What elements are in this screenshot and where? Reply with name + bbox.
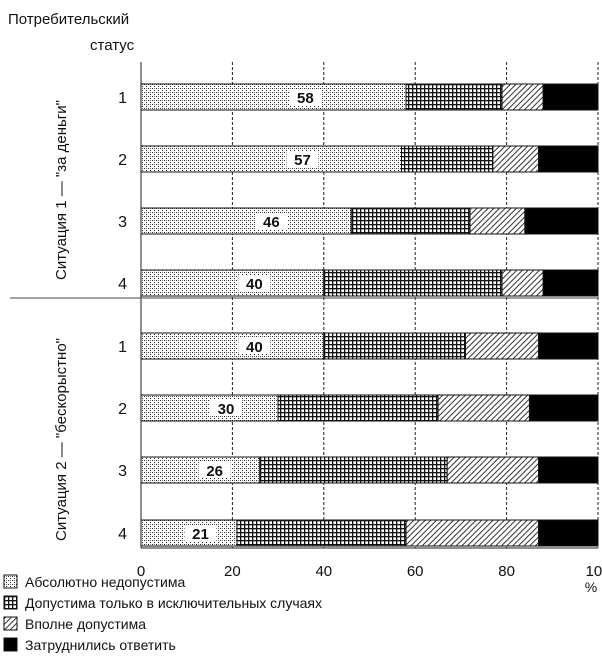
bar-segment-g2-r4-s3 [405,519,540,547]
legend-swatch-1 [3,574,18,589]
bar-segment-g2-r2-s3 [437,394,530,422]
x-axis: 0 20 40 60 80 100% [137,563,602,595]
bar-segment-g2-r2-s4 [528,394,599,422]
x-unit-label: % [585,579,597,595]
bar-segment-g2-r1-s2 [323,332,466,360]
data-label: 40 [246,339,263,356]
bar-segment-g2-r2-s1 [140,394,279,422]
row-category-label: 4 [118,276,127,293]
bar-segment-g1-r2-s4 [538,145,599,173]
data-label: 46 [263,214,280,231]
data-label: 58 [297,90,314,107]
bar-segment-g1-r3-s4 [524,207,599,235]
bar-segment-g1-r4-s2 [323,269,503,297]
data-label: 40 [246,276,263,293]
x-tick-label-80: 80 [498,563,515,580]
data-label-bg [255,213,288,229]
row-category-label: 4 [118,526,127,543]
bar-segment-g1-r3-s3 [469,207,526,235]
group-labels: Ситуация 1 — "за деньги" Ситуация 2 — "бе… [53,100,70,541]
bar-segment-g2-r4-s2 [236,519,407,547]
grid-lines [140,62,599,549]
bar-segment-g1-r2-s2 [400,145,494,173]
bar-segment-g1-r1-s3 [501,83,544,111]
y-axis-title-line1: Потребительский [8,11,129,28]
data-label-bg [184,525,217,541]
data-label: 30 [218,401,235,418]
bar-segment-g2-r1-s4 [538,332,599,360]
x-tick-label-20: 20 [224,563,241,580]
bar-segment-g1-r1-s1 [140,83,407,111]
row-category-label: 1 [118,90,127,107]
bar-segment-g1-r1-s2 [405,83,503,111]
legend-label-2: Допустима только в исключительных случая… [25,595,322,611]
legend-label-4: Затруднились ответить [25,637,176,653]
group-label-1: Ситуация 1 — "за деньги" [53,100,70,280]
data-label-bg [289,89,322,105]
data-label-bg [286,151,319,167]
bar-segment-g2-r2-s2 [277,394,439,422]
x-tick-label-40: 40 [315,563,332,580]
bar-segment-g2-r4-s4 [538,519,599,547]
data-label-bg [238,338,271,354]
data-label: 57 [294,152,311,169]
data-label-bg [210,400,243,416]
legend-label-3: Вполне допустима [25,616,146,632]
legend-swatch-2 [3,595,18,610]
data-label-bg [198,462,231,478]
row-category-label: 2 [118,152,127,169]
data-label: 21 [192,526,209,543]
legend-swatch-4 [3,637,18,652]
x-tick-label-60: 60 [407,563,424,580]
row-category-label: 2 [118,401,127,418]
row-category-label: 3 [118,214,127,231]
x-tick-label-100: 100 [585,563,602,580]
bar-segment-g2-r1-s3 [464,332,540,360]
bar-segment-g1-r3-s2 [350,207,471,235]
bar-segment-g1-r3-s1 [140,207,352,235]
bar-segment-g2-r3-s4 [538,456,599,484]
bar-segment-g1-r2-s3 [492,145,540,173]
data-label: 26 [206,463,223,480]
row-category-label: 1 [118,339,127,356]
bar-segment-g1-r2-s1 [140,145,402,173]
x-tick-label-0: 0 [137,563,145,580]
bar-segment-g1-r4-s3 [501,269,544,297]
bar-segment-g2-r3-s2 [259,456,448,484]
row-category-label: 3 [118,463,127,480]
bars: 1 58 2 57 3 46 4 40 1 40 2 30 3 26 4 21 [118,83,599,547]
bar-segment-g1-r1-s4 [542,83,599,111]
bar-segment-g1-r4-s1 [140,269,325,297]
legend: Абсолютно недопустима Допустима только в … [3,574,322,653]
legend-swatch-3 [3,616,18,631]
bar-segment-g2-r3-s3 [446,456,540,484]
y-axis-title-line2: статус [90,37,135,54]
bar-segment-g2-r1-s1 [140,332,325,360]
data-label-bg [238,275,271,291]
bar-segment-g1-r4-s4 [542,269,599,297]
group-label-2: Ситуация 2 — "бескорыстно" [53,338,70,541]
legend-label-1: Абсолютно недопустима [25,574,185,590]
